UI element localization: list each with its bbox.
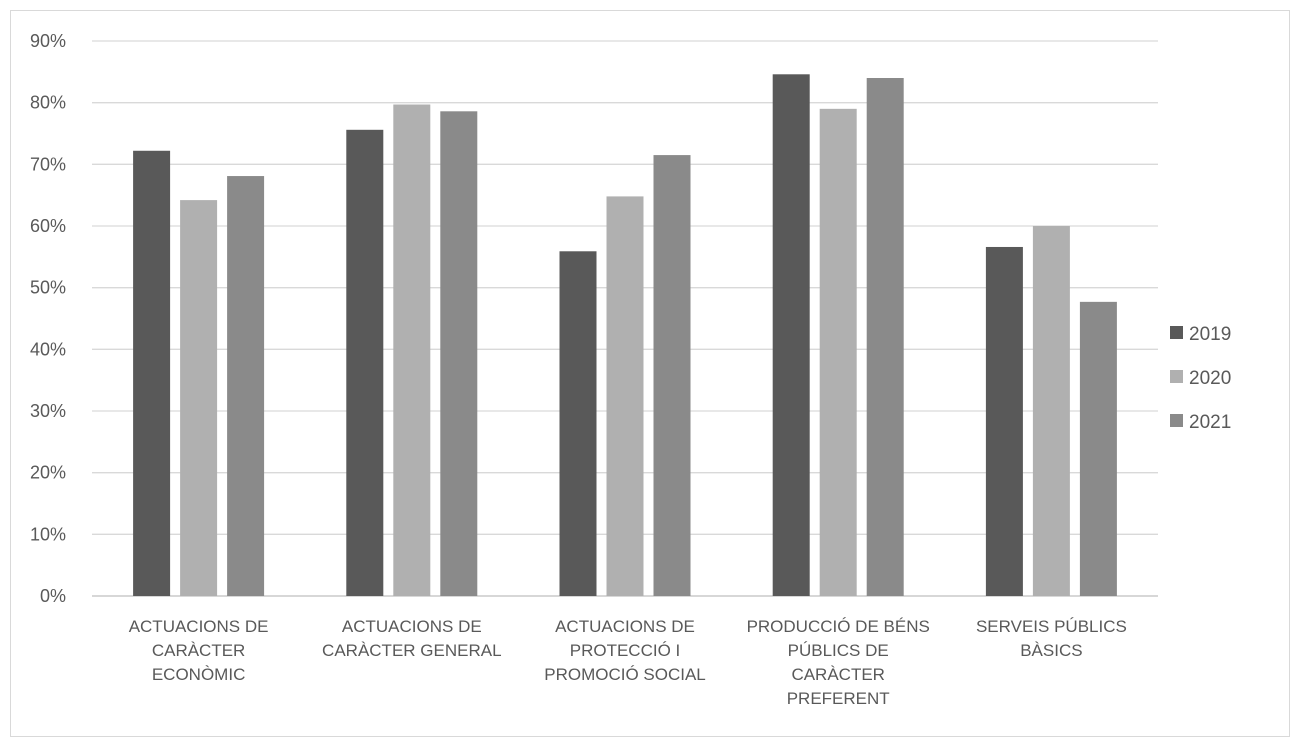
legend-swatch-2020 xyxy=(1170,370,1183,383)
y-tick-label: 0% xyxy=(40,586,66,606)
category-label: CARÀCTER xyxy=(791,665,885,684)
y-tick-label: 10% xyxy=(30,524,66,544)
category-label: ECONÒMIC xyxy=(152,665,246,684)
bar-2020 xyxy=(607,196,644,596)
bar-2021 xyxy=(1080,302,1117,596)
bar-2019 xyxy=(560,251,597,596)
legend-label: 2019 xyxy=(1189,324,1231,345)
category-label: ACTUACIONS DE xyxy=(129,617,269,636)
y-tick-label: 80% xyxy=(30,93,66,113)
y-tick-label: 30% xyxy=(30,401,66,421)
bar-2020 xyxy=(180,200,217,596)
category-label: CARÀCTER xyxy=(152,641,246,660)
bar-2020 xyxy=(820,109,857,596)
category-label: CARÀCTER GENERAL xyxy=(322,641,501,660)
legend-swatch-2019 xyxy=(1170,326,1183,339)
bar-2019 xyxy=(346,130,383,596)
bar-2021 xyxy=(227,176,264,596)
y-tick-label: 20% xyxy=(30,463,66,483)
legend-swatch-2021 xyxy=(1170,414,1183,427)
category-label: ACTUACIONS DE xyxy=(342,617,482,636)
category-label: ACTUACIONS DE xyxy=(555,617,695,636)
legend-label: 2021 xyxy=(1189,412,1231,433)
category-label: PREFERENT xyxy=(787,689,890,708)
y-tick-label: 90% xyxy=(30,31,66,51)
category-label: PROMOCIÓ SOCIAL xyxy=(544,665,706,684)
bar-2021 xyxy=(867,78,904,596)
category-label: PRODUCCIÓ DE BÉNS xyxy=(747,617,930,636)
y-tick-label: 40% xyxy=(30,339,66,359)
category-label: PÚBLICS DE xyxy=(788,641,889,660)
category-label: PROTECCIÓ I xyxy=(570,641,681,660)
y-tick-label: 70% xyxy=(30,154,66,174)
bar-2021 xyxy=(440,111,477,596)
category-label: BÀSICS xyxy=(1020,641,1082,660)
y-tick-label: 50% xyxy=(30,278,66,298)
bar-2021 xyxy=(654,155,691,596)
bar-2020 xyxy=(393,105,430,596)
category-label: SERVEIS PÚBLICS xyxy=(976,617,1127,636)
bar-2020 xyxy=(1033,226,1070,596)
legend-label: 2020 xyxy=(1189,368,1231,389)
y-tick-label: 60% xyxy=(30,216,66,236)
bar-2019 xyxy=(133,151,170,596)
bar-2019 xyxy=(773,74,810,596)
bar-2019 xyxy=(986,247,1023,596)
